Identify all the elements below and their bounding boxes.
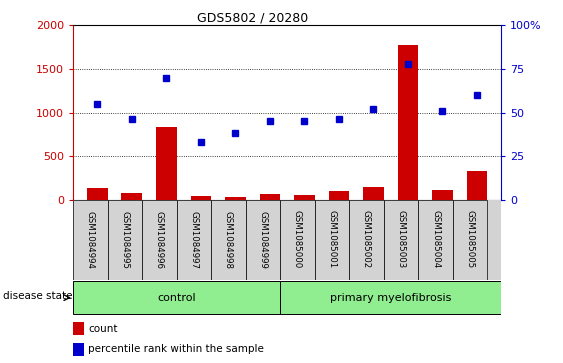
Title: GDS5802 / 20280: GDS5802 / 20280: [197, 11, 309, 24]
Bar: [260, 195, 280, 200]
Bar: [363, 187, 384, 200]
Text: GSM1084999: GSM1084999: [258, 211, 267, 269]
Bar: [73, 281, 280, 314]
Bar: [73, 322, 84, 335]
Bar: [108, 200, 142, 280]
Bar: [384, 200, 418, 280]
Text: GSM1085004: GSM1085004: [431, 211, 440, 269]
Bar: [432, 190, 453, 200]
Bar: [73, 343, 84, 356]
Text: GSM1085005: GSM1085005: [466, 211, 475, 269]
Bar: [467, 171, 487, 200]
Text: count: count: [88, 324, 118, 334]
Bar: [122, 193, 142, 200]
Text: GSM1084995: GSM1084995: [120, 211, 129, 269]
Text: disease state: disease state: [3, 291, 72, 301]
Bar: [315, 200, 349, 280]
Text: GSM1085000: GSM1085000: [293, 211, 302, 269]
Text: primary myelofibrosis: primary myelofibrosis: [330, 293, 452, 303]
Bar: [349, 200, 384, 280]
Bar: [280, 281, 501, 314]
Bar: [190, 196, 211, 200]
Bar: [142, 200, 177, 280]
Text: GSM1084998: GSM1084998: [224, 211, 233, 269]
Bar: [73, 200, 108, 280]
Text: GSM1084996: GSM1084996: [155, 211, 164, 269]
Bar: [156, 127, 177, 200]
Bar: [418, 200, 453, 280]
Text: GSM1084994: GSM1084994: [86, 211, 95, 269]
Text: GSM1085001: GSM1085001: [328, 211, 337, 269]
Text: percentile rank within the sample: percentile rank within the sample: [88, 344, 264, 354]
Text: GSM1085003: GSM1085003: [396, 211, 405, 269]
Bar: [397, 45, 418, 200]
Text: GSM1084997: GSM1084997: [190, 211, 199, 269]
Bar: [329, 191, 349, 200]
Bar: [87, 188, 108, 200]
Bar: [280, 200, 315, 280]
Bar: [294, 195, 315, 200]
Bar: [211, 200, 245, 280]
Bar: [177, 200, 211, 280]
Text: control: control: [158, 293, 196, 303]
Text: GSM1085002: GSM1085002: [362, 211, 371, 269]
Bar: [453, 200, 487, 280]
Bar: [225, 197, 245, 200]
Bar: [245, 200, 280, 280]
